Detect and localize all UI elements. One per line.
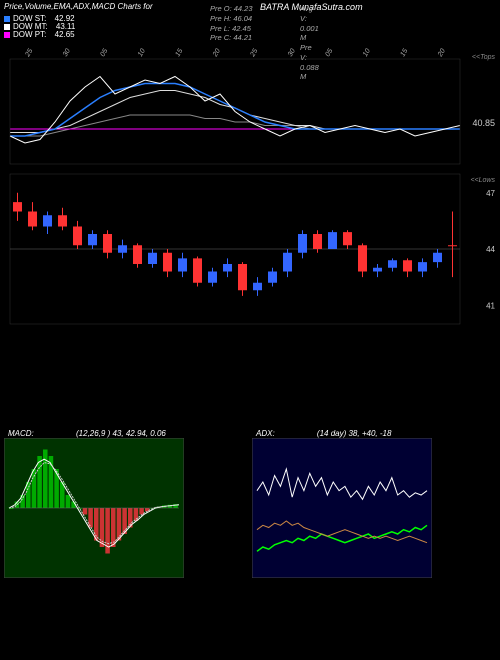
svg-text:30: 30: [62, 48, 72, 58]
candlestick-chart: 47 44 41 <<Lows: [0, 169, 500, 329]
ema-chart: 25 30 05 10 15 20 25 30 05 10 15 20 <<Tops 40.85: [0, 39, 500, 169]
ohlc-info: Pre O: 44.23 Pre H: 46.04 Pre L: 42.45 P…: [210, 4, 253, 43]
svg-text:40.85: 40.85: [472, 118, 495, 128]
svg-text:10: 10: [137, 48, 147, 58]
pre-low: Pre L: 42.45: [210, 24, 253, 34]
pre-high: Pre H: 46.04: [210, 14, 253, 24]
avg-vol: Avg V: 0.001 M: [300, 4, 319, 43]
spacer: [0, 329, 500, 429]
svg-text:05: 05: [99, 48, 109, 58]
svg-text:<<Tops: <<Tops: [472, 54, 496, 61]
svg-text:15: 15: [174, 48, 184, 58]
svg-text:25: 25: [249, 48, 260, 59]
svg-text:47: 47: [486, 189, 495, 198]
svg-text:25: 25: [24, 48, 35, 59]
adx-params: (14 day) 38, +40, -18: [277, 429, 392, 438]
macd-params: (12,26,9 ) 43, 42.94, 0.06: [36, 429, 166, 438]
svg-text:30: 30: [287, 48, 297, 58]
pre-close: Pre C: 44.21: [210, 33, 253, 43]
adx-title: ADX:: [256, 429, 275, 438]
ticker-symbol: BATRA: [260, 2, 289, 12]
svg-text:15: 15: [399, 48, 409, 58]
ticker-site: BATRA MunafaSutra.com: [240, 2, 496, 12]
svg-text:41: 41: [486, 301, 495, 310]
legend-dow-pt: DOW PT: 42.65: [4, 30, 75, 39]
svg-text:<<Lows: <<Lows: [470, 177, 495, 184]
macd-chart: [4, 438, 184, 578]
chart-type-label: Price,Volume,EMA,ADX,MACD Charts for: [4, 2, 240, 12]
svg-text:20: 20: [436, 48, 447, 59]
adx-header: ADX: (14 day) 38, +40, -18: [252, 429, 496, 438]
svg-text:20: 20: [211, 48, 222, 59]
svg-text:44: 44: [486, 245, 495, 254]
macd-title: MACD:: [8, 429, 34, 438]
adx-chart: [252, 438, 432, 578]
pre-vol: Pre V: 0.088 M: [300, 43, 319, 82]
macd-header: MACD: (12,26,9 ) 43, 42.94, 0.06: [4, 429, 248, 438]
pre-open: Pre O: 44.23: [210, 4, 253, 14]
svg-text:05: 05: [324, 48, 334, 58]
svg-text:10: 10: [362, 48, 372, 58]
